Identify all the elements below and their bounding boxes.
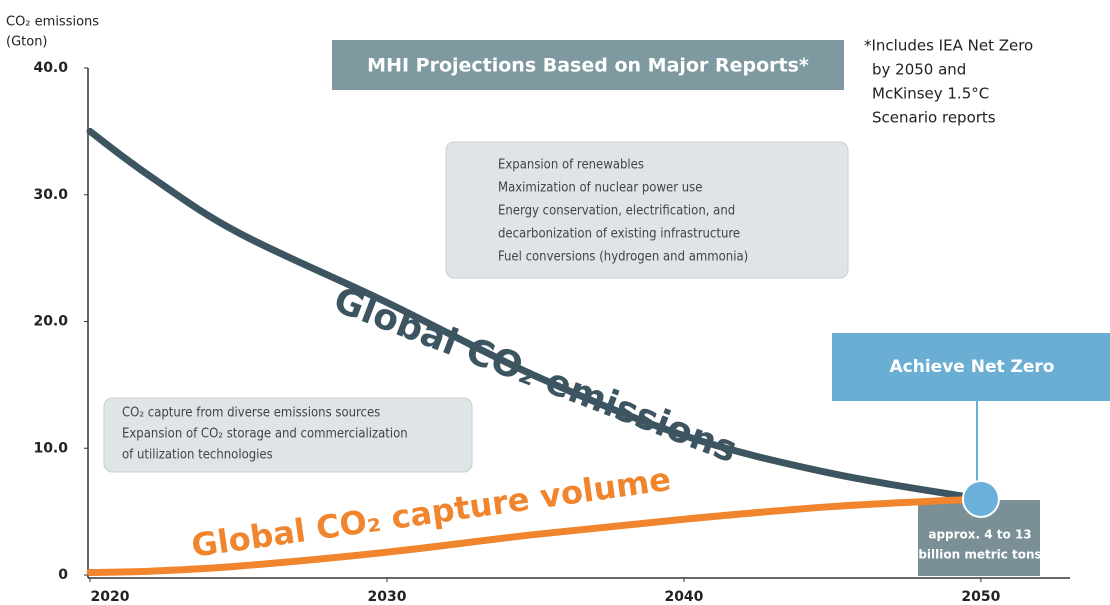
note: *Includes IEA Net Zero [864,37,1033,55]
capture-measure: of utilization technologies [122,448,273,463]
capture-measure: CO₂ capture from diverse emissions sourc… [122,406,380,421]
capture-range: approx. 4 to 13 [928,528,1031,542]
y-tick-label: 10.0 [33,440,68,456]
capture-measure: Expansion of CO₂ storage and commerciali… [122,427,408,442]
reduction-measure: Fuel conversions (hydrogen and ammonia) [498,250,748,265]
capture-range: billion metric tons [918,548,1041,562]
net-zero-point [961,479,1000,518]
y-tick-label: 0 [58,567,68,583]
series-line [86,495,985,576]
chart-title: MHI Projections Based on Major Reports* [367,55,809,77]
note: by 2050 and [872,61,966,79]
reduction-measure: Energy conservation, electrification, an… [498,204,735,219]
y-tick-label: 40.0 [33,60,68,76]
y-axis-label: CO₂ emissions [6,15,99,30]
goal: Achieve Net Zero [890,357,1055,377]
x-tick-label: 2050 [961,589,1000,605]
x-tick-label: 2030 [367,589,406,605]
x-tick-label: 2020 [91,589,130,605]
series-line [86,127,985,503]
y-tick-label: 30.0 [33,187,68,203]
reduction-box [445,141,849,279]
note: Scenario reports [872,109,996,127]
reduction-measure: decarbonization of existing infrastructu… [498,227,740,242]
capture-box [103,397,473,473]
y-tick-label: 20.0 [33,314,68,330]
title-box [332,40,844,90]
reduction-measure: Maximization of nuclear power use [498,181,702,196]
reduction-measure: Expansion of renewables [498,158,644,173]
x-tick-label: 2040 [664,589,703,605]
y-axis-label: (Gton) [6,35,48,50]
goal-box [832,333,1110,401]
note: McKinsey 1.5°C [872,85,989,103]
